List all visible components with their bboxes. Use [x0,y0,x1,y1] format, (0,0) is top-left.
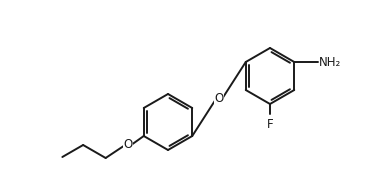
Text: O: O [214,93,224,105]
Text: NH₂: NH₂ [319,56,341,70]
Text: F: F [267,118,273,131]
Text: O: O [124,139,133,151]
